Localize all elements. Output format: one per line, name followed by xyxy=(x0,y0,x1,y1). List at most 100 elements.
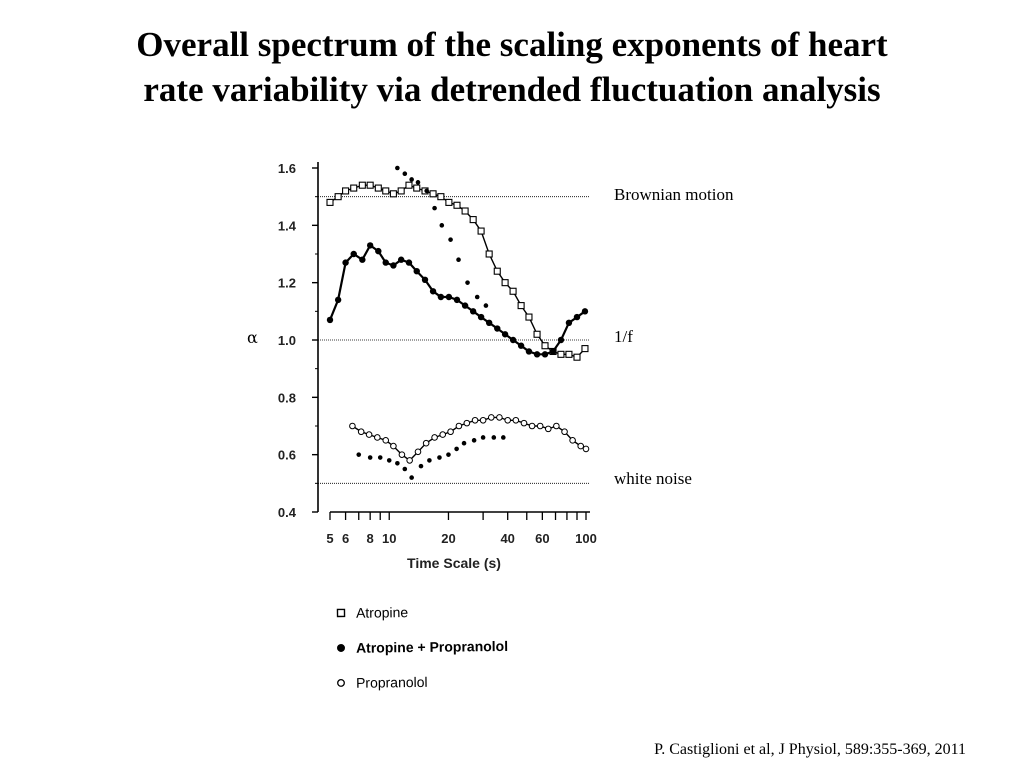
legend-item-propranolol: Propranolol xyxy=(336,672,508,691)
data-point-atropine-propranolol xyxy=(326,316,334,324)
data-point-atropine xyxy=(429,190,437,198)
data-point-atropine xyxy=(469,216,477,224)
data-point-atropine-propranolol xyxy=(549,348,557,355)
data-point-propranolol xyxy=(414,448,422,456)
data-point-dotted xyxy=(427,458,432,463)
data-point-propranolol xyxy=(406,457,413,464)
data-point-dotted xyxy=(367,455,373,460)
y-tick-label: 1.6 xyxy=(278,161,296,176)
data-point-atropine-propranolol xyxy=(461,302,469,309)
x-tick-label: 100 xyxy=(575,531,597,546)
y-tick-label: 0.8 xyxy=(278,390,296,405)
data-point-atropine xyxy=(389,190,397,198)
data-point-atropine xyxy=(374,184,382,192)
data-point-propranolol xyxy=(463,419,471,427)
data-point-atropine xyxy=(445,198,453,206)
data-point-dotted xyxy=(377,455,383,460)
legend-label-atropine-propranolol: Atropine + Propranolol xyxy=(355,637,509,656)
data-point-dotted xyxy=(424,188,429,194)
filled-circle-marker-icon xyxy=(336,643,345,652)
x-tick-label: 40 xyxy=(500,531,514,546)
data-point-propranolol xyxy=(422,439,430,447)
data-point-atropine-propranolol xyxy=(342,259,349,266)
data-point-atropine-propranolol xyxy=(501,331,509,338)
y-tick-label: 1.4 xyxy=(278,218,297,233)
series-line xyxy=(329,184,586,359)
data-point-atropine xyxy=(342,187,350,195)
data-point-atropine-propranolol xyxy=(509,336,517,344)
y-tick-label: 0.4 xyxy=(278,505,297,520)
data-point-atropine xyxy=(461,207,469,215)
data-point-atropine xyxy=(382,187,390,195)
data-point-dotted xyxy=(474,294,480,300)
data-point-atropine-propranolol xyxy=(453,296,461,304)
data-point-dotted xyxy=(456,257,461,263)
data-point-atropine-propranolol xyxy=(350,250,357,258)
title-line-2: rate variability via detrended fluctuati… xyxy=(143,70,881,109)
data-point-atropine xyxy=(581,345,589,353)
data-point-atropine xyxy=(485,250,493,258)
data-point-dotted xyxy=(491,435,497,440)
data-point-propranolol xyxy=(561,428,568,436)
data-point-dotted xyxy=(448,237,453,242)
data-point-propranolol xyxy=(357,428,365,436)
data-point-atropine-propranolol xyxy=(494,325,501,332)
data-point-dotted xyxy=(395,460,400,466)
data-point-atropine xyxy=(509,287,517,295)
data-point-atropine-propranolol xyxy=(533,351,541,358)
title-line-1: Overall spectrum of the scaling exponent… xyxy=(136,25,888,64)
data-point-atropine-propranolol xyxy=(405,259,413,266)
data-point-atropine-propranolol xyxy=(437,293,445,301)
data-point-atropine-propranolol xyxy=(375,247,382,255)
data-point-atropine-propranolol xyxy=(382,259,389,266)
legend-item-atropine: Atropine xyxy=(336,602,508,621)
data-point-dotted xyxy=(471,438,477,443)
data-point-propranolol xyxy=(447,428,454,436)
data-point-atropine xyxy=(453,201,461,209)
data-point-propranolol xyxy=(569,437,576,444)
data-point-atropine-propranolol xyxy=(565,319,573,326)
ref-label-white-noise: white noise xyxy=(614,469,692,488)
x-axis-label: Time Scale (s) xyxy=(407,555,501,571)
x-tick-label: 10 xyxy=(382,531,396,546)
data-point-propranolol xyxy=(544,425,552,433)
data-point-atropine-propranolol xyxy=(334,296,342,304)
data-point-dotted xyxy=(402,171,408,177)
data-point-propranolol xyxy=(512,416,520,424)
data-point-atropine xyxy=(493,267,501,275)
data-point-atropine-propranolol xyxy=(485,319,493,326)
data-point-propranolol xyxy=(553,422,560,430)
data-point-dotted xyxy=(501,435,506,440)
data-point-propranolol xyxy=(471,416,479,424)
data-point-dotted xyxy=(480,435,486,440)
x-tick-label: 8 xyxy=(367,531,374,546)
data-point-propranolol xyxy=(349,422,356,430)
data-point-atropine-propranolol xyxy=(366,242,374,249)
data-point-propranolol xyxy=(496,414,503,421)
data-point-propranolol xyxy=(455,422,463,430)
data-point-dotted xyxy=(418,463,424,469)
data-point-dotted xyxy=(415,180,421,185)
data-point-dotted xyxy=(356,452,362,457)
legend-label-atropine: Atropine xyxy=(355,603,409,621)
data-point-propranolol xyxy=(382,437,390,444)
ref-label-1f: 1/f xyxy=(614,327,633,346)
x-tick-label: 5 xyxy=(326,531,333,546)
y-axis-label: α xyxy=(247,328,258,347)
data-point-propranolol xyxy=(390,442,397,450)
data-point-dotted xyxy=(461,440,467,446)
data-point-atropine xyxy=(573,353,581,361)
x-tick-label: 60 xyxy=(535,531,549,546)
data-point-propranolol xyxy=(374,434,381,441)
data-point-atropine xyxy=(517,302,525,310)
data-point-atropine xyxy=(413,184,421,192)
data-point-atropine xyxy=(405,181,413,189)
slide-title: Overall spectrum of the scaling exponent… xyxy=(0,22,1024,112)
data-point-atropine xyxy=(437,193,445,201)
data-point-atropine-propranolol xyxy=(397,256,405,263)
data-point-dotted xyxy=(439,223,445,228)
data-point-atropine xyxy=(366,181,374,189)
data-point-atropine-propranolol xyxy=(413,268,420,275)
data-point-atropine-propranolol xyxy=(445,293,453,301)
